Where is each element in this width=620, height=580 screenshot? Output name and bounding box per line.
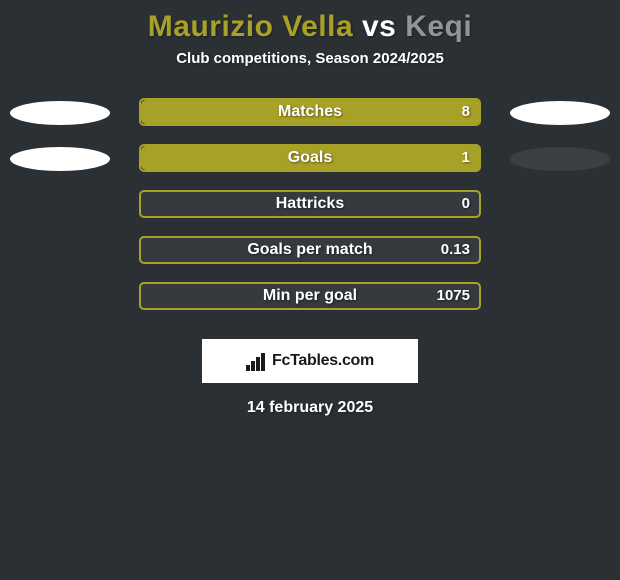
title-player-a: Maurizio Vella xyxy=(148,10,362,43)
stat-track xyxy=(139,144,481,172)
stat-track xyxy=(139,282,481,310)
stat-row: Hattricks0 xyxy=(0,181,620,227)
bar-chart-icon xyxy=(246,351,268,371)
stat-row: Min per goal1075 xyxy=(0,273,620,319)
marker-ellipse-right xyxy=(510,101,610,125)
marker-ellipse-right xyxy=(510,147,610,171)
date-label: 14 february 2025 xyxy=(0,399,620,417)
fill-left xyxy=(141,100,479,124)
stat-track xyxy=(139,236,481,264)
page-title: Maurizio Vella vs Keqi xyxy=(0,0,620,50)
subtitle: Club competitions, Season 2024/2025 xyxy=(0,50,620,89)
marker-ellipse-left xyxy=(10,147,110,171)
stat-row: Goals per match0.13 xyxy=(0,227,620,273)
stat-row: Matches8 xyxy=(0,89,620,135)
fill-left xyxy=(141,146,479,170)
marker-ellipse-left xyxy=(10,101,110,125)
brand-text: FcTables.com xyxy=(272,352,374,370)
stat-value-right: 1 xyxy=(462,144,470,172)
brand-badge[interactable]: FcTables.com xyxy=(202,339,418,383)
stat-value-right: 0 xyxy=(462,190,470,218)
title-player-b: Keqi xyxy=(396,10,472,43)
stat-track xyxy=(139,98,481,126)
title-vs: vs xyxy=(362,10,396,43)
stat-value-right: 0.13 xyxy=(441,236,470,264)
stats-container: Matches8Goals1Hattricks0Goals per match0… xyxy=(0,89,620,319)
stat-value-right: 1075 xyxy=(437,282,470,310)
stat-track xyxy=(139,190,481,218)
stat-value-right: 8 xyxy=(462,98,470,126)
stat-row: Goals1 xyxy=(0,135,620,181)
